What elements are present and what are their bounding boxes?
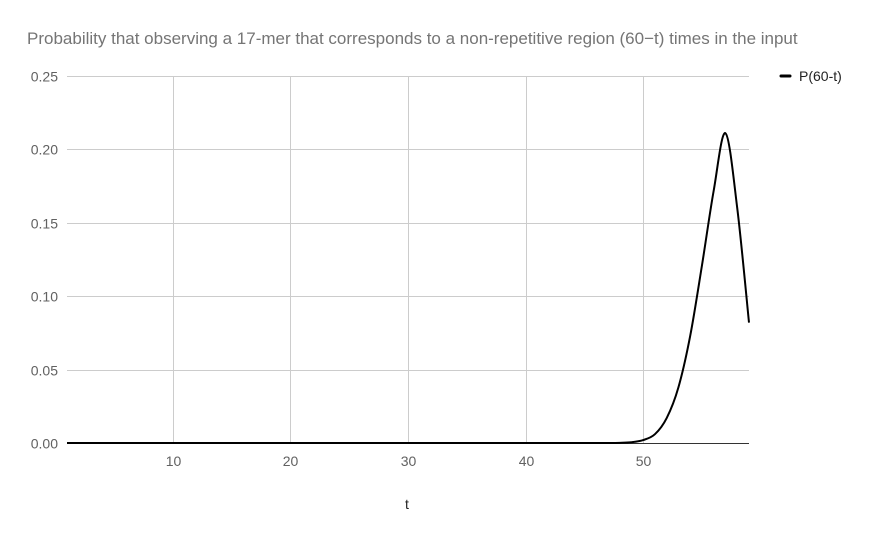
y-tick-label: 0.15 (31, 216, 58, 232)
x-axis-title: t (405, 496, 409, 512)
legend-label: P(60-t) (799, 68, 842, 84)
y-tick-label: 0.00 (31, 436, 58, 452)
y-tick-label: 0.10 (31, 289, 58, 305)
x-axis-tick-labels: 10 20 30 40 50 (166, 453, 652, 469)
legend: P(60-t) (779, 68, 842, 84)
x-tick-label: 30 (401, 453, 417, 469)
x-tick-label: 40 (519, 453, 535, 469)
y-axis-tick-labels: 0.00 0.05 0.10 0.15 0.20 0.25 (31, 69, 58, 452)
y-tick-label: 0.25 (31, 69, 58, 85)
y-tick-label: 0.05 (31, 363, 58, 379)
x-tick-label: 10 (166, 453, 182, 469)
x-tick-label: 20 (283, 453, 299, 469)
y-tick-label: 0.20 (31, 142, 58, 158)
chart-title: Probability that observing a 17-mer that… (27, 29, 798, 48)
x-tick-label: 50 (636, 453, 652, 469)
gridlines (67, 76, 749, 444)
series-line-p60t (67, 132, 750, 444)
